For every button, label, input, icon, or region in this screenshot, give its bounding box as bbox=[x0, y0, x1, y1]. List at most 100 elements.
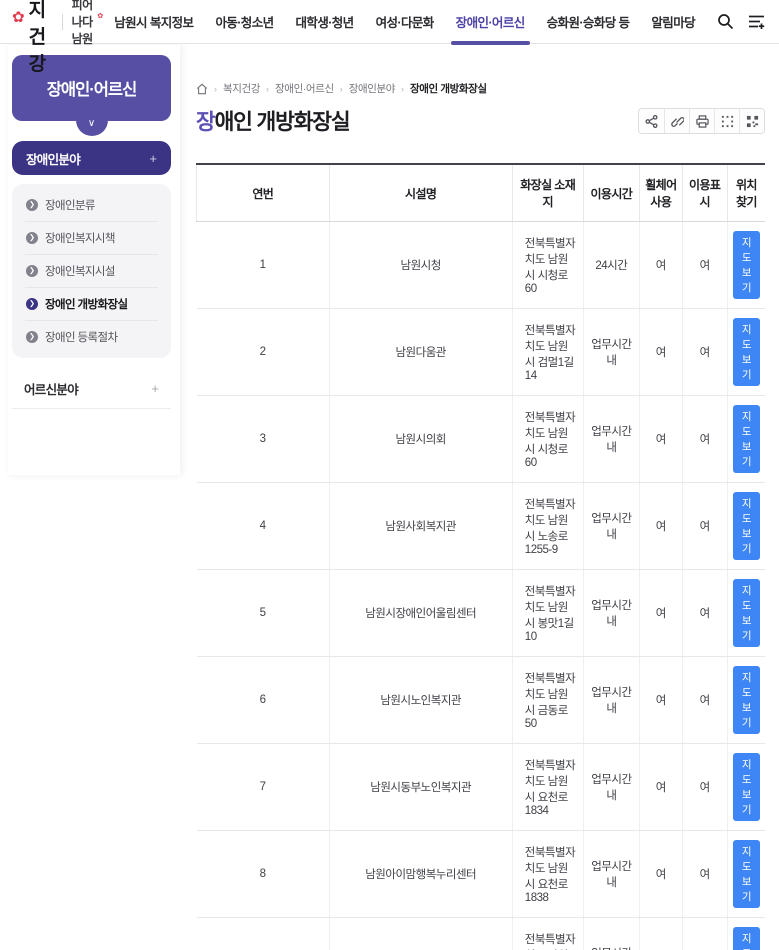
cell-address: 전북특별자치도 남원시 요천로 1834 bbox=[512, 744, 583, 831]
bullet-arrow-icon: ❯ bbox=[26, 199, 38, 211]
bullet-arrow-icon: ❯ bbox=[26, 331, 38, 343]
cell-wheelchair: 여 bbox=[640, 657, 682, 744]
breadcrumb-item[interactable]: 장애인·어르신 bbox=[275, 81, 334, 96]
table-header-cell: 연번 bbox=[197, 164, 330, 222]
share-icon[interactable] bbox=[639, 109, 664, 133]
map-view-button[interactable]: 지도보기 bbox=[733, 405, 760, 473]
sidebar-section-disabled[interactable]: 장애인분야 + bbox=[12, 141, 171, 175]
sidebar-menu-item-label: 장애인분류 bbox=[45, 197, 95, 213]
sidebar-collapse-toggle[interactable]: ∨ bbox=[76, 120, 108, 136]
map-view-button[interactable]: 지도보기 bbox=[733, 231, 760, 299]
cell-hours: 업무시간 내 bbox=[583, 657, 640, 744]
cell-hours: 업무시간 내 bbox=[583, 744, 640, 831]
cell-address: 전북특별자치도 남원시 요천로 1305 bbox=[512, 918, 583, 950]
breadcrumb-item[interactable]: 복지건강 bbox=[223, 81, 260, 96]
cell-facility-name: 남원육아종합지원센터 bbox=[329, 918, 512, 950]
map-view-button[interactable]: 지도보기 bbox=[733, 492, 760, 560]
sidebar-title: 장애인·어르신 bbox=[47, 76, 137, 100]
breadcrumb-item[interactable]: 장애인분야 bbox=[349, 81, 395, 96]
cell-hours: 업무시간 내 bbox=[583, 309, 640, 396]
cell-map: 지도보기 bbox=[727, 744, 765, 831]
sidebar-section-seniors[interactable]: 어르신분야 + bbox=[12, 371, 171, 409]
map-view-button[interactable]: 지도보기 bbox=[733, 666, 760, 734]
print-icon[interactable] bbox=[689, 109, 714, 133]
cell-wheelchair: 여 bbox=[640, 744, 682, 831]
map-view-button[interactable]: 지도보기 bbox=[733, 753, 760, 821]
sidebar-menu-item[interactable]: ❯ 장애인복지시책 bbox=[25, 222, 158, 255]
bullet-arrow-icon: ❯ bbox=[26, 232, 38, 244]
cell-sign: 여 bbox=[682, 396, 727, 483]
cell-facility-name: 남원아이맘행복누리센터 bbox=[329, 831, 512, 918]
sidebar-section-label: 어르신분야 bbox=[24, 379, 78, 398]
cell-no: 5 bbox=[197, 570, 330, 657]
sidebar-section-label: 장애인분야 bbox=[26, 149, 80, 168]
bullet-arrow-icon: ❯ bbox=[26, 265, 38, 277]
cell-no: 8 bbox=[197, 831, 330, 918]
cell-map: 지도보기 bbox=[727, 483, 765, 570]
cell-no: 6 bbox=[197, 657, 330, 744]
cell-address: 전북특별자치도 남원시 검멀1길 14 bbox=[512, 309, 583, 396]
chevron-down-icon: ∨ bbox=[88, 119, 95, 129]
cell-sign: 여 bbox=[682, 570, 727, 657]
cell-sign: 여 bbox=[682, 744, 727, 831]
cell-sign: 여 bbox=[682, 483, 727, 570]
sidebar-menu-item-label: 장애인 등록절차 bbox=[45, 329, 117, 345]
qr-code-icon[interactable] bbox=[739, 109, 764, 133]
home-icon[interactable] bbox=[196, 83, 208, 95]
cell-no: 2 bbox=[197, 309, 330, 396]
nav-item[interactable]: 여성·다문화 bbox=[365, 0, 445, 44]
link-icon[interactable] bbox=[664, 109, 689, 133]
map-view-button[interactable]: 지도보기 bbox=[733, 840, 760, 908]
cell-map: 지도보기 bbox=[727, 918, 765, 950]
cell-hours: 업무시간 내 bbox=[583, 483, 640, 570]
table-row: 9 남원육아종합지원센터 전북특별자치도 남원시 요천로 1305 업무시간 내… bbox=[197, 918, 766, 950]
cell-facility-name: 남원사회복지관 bbox=[329, 483, 512, 570]
table-row: 7 남원시동부노인복지관 전북특별자치도 남원시 요천로 1834 업무시간 내… bbox=[197, 744, 766, 831]
main-content: › 복지건강 › 장애인·어르신 › 장애인분야 › 장애인 개방화장실 장애인… bbox=[196, 45, 765, 950]
site-logo[interactable]: ✿ 복지건강 피어나다 남원 ✿ bbox=[0, 0, 103, 76]
sidebar-menu-item[interactable]: ❯ 장애인복지시설 bbox=[25, 255, 158, 288]
cell-sign: 여 bbox=[682, 222, 727, 309]
nav-item[interactable]: 남원시 복지정보 bbox=[103, 0, 204, 44]
sidebar-menu-item[interactable]: ❯ 장애인분류 bbox=[25, 189, 158, 222]
sidebar-menu: ❯ 장애인분류 ❯ 장애인복지시책 ❯ 장애인복지시설 ❯ 장애인 개방화장실 … bbox=[12, 184, 171, 358]
cell-wheelchair: 여 bbox=[640, 831, 682, 918]
nav-item[interactable]: 알림마당 bbox=[640, 0, 706, 44]
cell-hours: 24시간 bbox=[583, 222, 640, 309]
sidebar-menu-item[interactable]: ❯ 장애인 개방화장실 bbox=[25, 288, 158, 321]
table-header-cell: 이용시간 bbox=[583, 164, 640, 222]
chevron-separator: › bbox=[266, 84, 269, 94]
cell-sign: 여 bbox=[682, 831, 727, 918]
map-view-button[interactable]: 지도보기 bbox=[733, 927, 760, 950]
search-icon[interactable] bbox=[716, 13, 734, 31]
header-icons bbox=[716, 13, 765, 31]
cell-map: 지도보기 bbox=[727, 309, 765, 396]
sidebar-menu-item[interactable]: ❯ 장애인 등록절차 bbox=[25, 321, 158, 353]
table-header-cell: 위치찾기 bbox=[727, 164, 765, 222]
map-view-button[interactable]: 지도보기 bbox=[733, 579, 760, 647]
breadcrumb-items-host: › 복지건강 › 장애인·어르신 › 장애인분야 › 장애인 개방화장실 bbox=[214, 81, 487, 96]
all-menu-icon[interactable] bbox=[747, 13, 765, 31]
map-view-button[interactable]: 지도보기 bbox=[733, 318, 760, 386]
cell-facility-name: 남원시노인복지관 bbox=[329, 657, 512, 744]
nav-item[interactable]: 장애인·어르신 bbox=[445, 0, 536, 44]
screen-capture-icon[interactable] bbox=[714, 109, 739, 133]
cell-no: 1 bbox=[197, 222, 330, 309]
cell-no: 9 bbox=[197, 918, 330, 950]
nav-item[interactable]: 승화원·승화당 등 bbox=[536, 0, 641, 44]
main-nav: 남원시 복지정보 아동·청소년 대학생·청년 여성·다문화 장애인·어르신 승화… bbox=[103, 0, 706, 44]
cell-wheelchair: 여 bbox=[640, 483, 682, 570]
title-row: 장애인 개방화장실 bbox=[196, 105, 765, 136]
nav-item[interactable]: 대학생·청년 bbox=[285, 0, 365, 44]
sidebar-menu-item-label: 장애인복지시책 bbox=[45, 230, 115, 246]
logo-flower-icon: ✿ bbox=[12, 10, 25, 25]
cell-address: 전북특별자치도 남원시 봉맛1길 10 bbox=[512, 570, 583, 657]
table-body: 1 남원시청 전북특별자치도 남원시 시청로 60 24시간 여 여 지도보기 … bbox=[197, 222, 766, 950]
nav-item[interactable]: 아동·청소년 bbox=[204, 0, 284, 44]
table-header-cell: 화장실 소재지 bbox=[512, 164, 583, 222]
cell-address: 전북특별자치도 남원시 노송로 1255-9 bbox=[512, 483, 583, 570]
breadcrumb-item[interactable]: 장애인 개방화장실 bbox=[410, 81, 487, 96]
cell-address: 전북특별자치도 남원시 시청로 60 bbox=[512, 222, 583, 309]
